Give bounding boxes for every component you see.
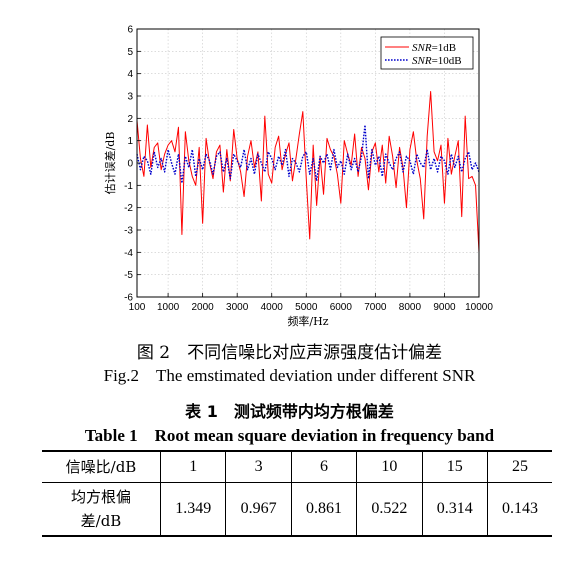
table-cell: 10: [356, 450, 423, 483]
y-tick-label: -2: [124, 203, 133, 214]
rms-deviation-table: 信噪比/dB 1 3 6 10 15 25 均方根偏差/dB 1.349 0.9…: [42, 450, 552, 537]
y-tick-label: -3: [124, 226, 133, 237]
legend-entry-snr-1db: SNR=1dB: [412, 42, 456, 54]
y-tick-label: -1: [124, 181, 133, 192]
x-tick-label: 10000: [465, 302, 493, 313]
row-header-rms: 均方根偏差/dB: [42, 482, 161, 537]
figure-caption-english: Fig.2 The emstimated deviation under dif…: [103, 366, 476, 385]
x-tick-label: 4000: [261, 302, 284, 313]
table-cell: 25: [486, 450, 552, 483]
table-cell: 0.522: [356, 482, 423, 537]
y-tick-label: -6: [124, 293, 133, 304]
series-line-1: [136, 124, 480, 184]
table-cell: 0.861: [290, 482, 358, 537]
row-header-snr: 信噪比/dB: [42, 450, 161, 483]
table-cell: 0.143: [486, 482, 552, 537]
y-tick-label: 4: [127, 69, 133, 80]
table-caption-english: Table 1 Root mean square deviation in fr…: [84, 426, 495, 445]
table-cell: 15: [421, 450, 488, 483]
row-header-rms-line1: 均方根偏: [70, 488, 131, 506]
x-tick-label: 2000: [192, 302, 215, 313]
table-cell: 1: [159, 450, 227, 483]
table-cell: 0.314: [421, 482, 488, 537]
legend-box: [380, 36, 474, 70]
table-cell: 0.967: [225, 482, 292, 537]
y-tick-label: 3: [127, 92, 133, 103]
y-tick-label: -4: [124, 248, 133, 259]
legend: SNR=1dB SNR=10dB: [380, 36, 474, 70]
table-caption-chinese: 表 1 测试频带内均方根偏差: [185, 402, 394, 421]
y-tick-label: -5: [124, 270, 133, 281]
x-tick-label: 5000: [295, 302, 318, 313]
table-row-rms: 均方根偏差/dB 1.349 0.967 0.861 0.522 0.314 0…: [42, 482, 552, 537]
x-tick-label: 1000: [157, 302, 180, 313]
x-axis-label: 频率/Hz: [287, 314, 328, 328]
y-tick-label: 1: [127, 136, 133, 147]
tick-layer: 100 1000 2000 3000 4000 5000 6000 7000 8000 9000 1…: [124, 25, 493, 314]
y-axis-label: 估计误差/dB: [103, 132, 117, 195]
x-tick-label: 6000: [330, 302, 353, 313]
table-cell: 1.349: [159, 482, 227, 537]
series-line-0: [136, 91, 480, 253]
y-tick-label: 5: [127, 47, 133, 58]
y-tick-label: 6: [127, 25, 133, 36]
error-chart: 100 1000 2000 3000 4000 5000 6000 7000 8000 9000 1…: [103, 25, 493, 329]
y-tick-label: 0: [127, 159, 133, 170]
table-row-snr: 信噪比/dB 1 3 6 10 15 25: [42, 450, 552, 483]
series-layer: [136, 91, 480, 253]
x-tick-label: 100: [129, 302, 146, 313]
table-cell: 6: [290, 450, 358, 483]
x-tick-label: 9000: [433, 302, 456, 313]
table-cell: 3: [225, 450, 292, 483]
x-tick-label: 3000: [226, 302, 249, 313]
x-tick-label: 7000: [364, 302, 387, 313]
y-tick-label: 2: [127, 114, 133, 125]
legend-entry-snr-10db: SNR=10dB: [412, 55, 462, 67]
figure-caption-chinese: 图 2 不同信噪比对应声源强度估计偏差: [136, 343, 443, 363]
row-header-rms-line2: 差/dB: [80, 512, 122, 530]
x-tick-label: 8000: [399, 302, 422, 313]
